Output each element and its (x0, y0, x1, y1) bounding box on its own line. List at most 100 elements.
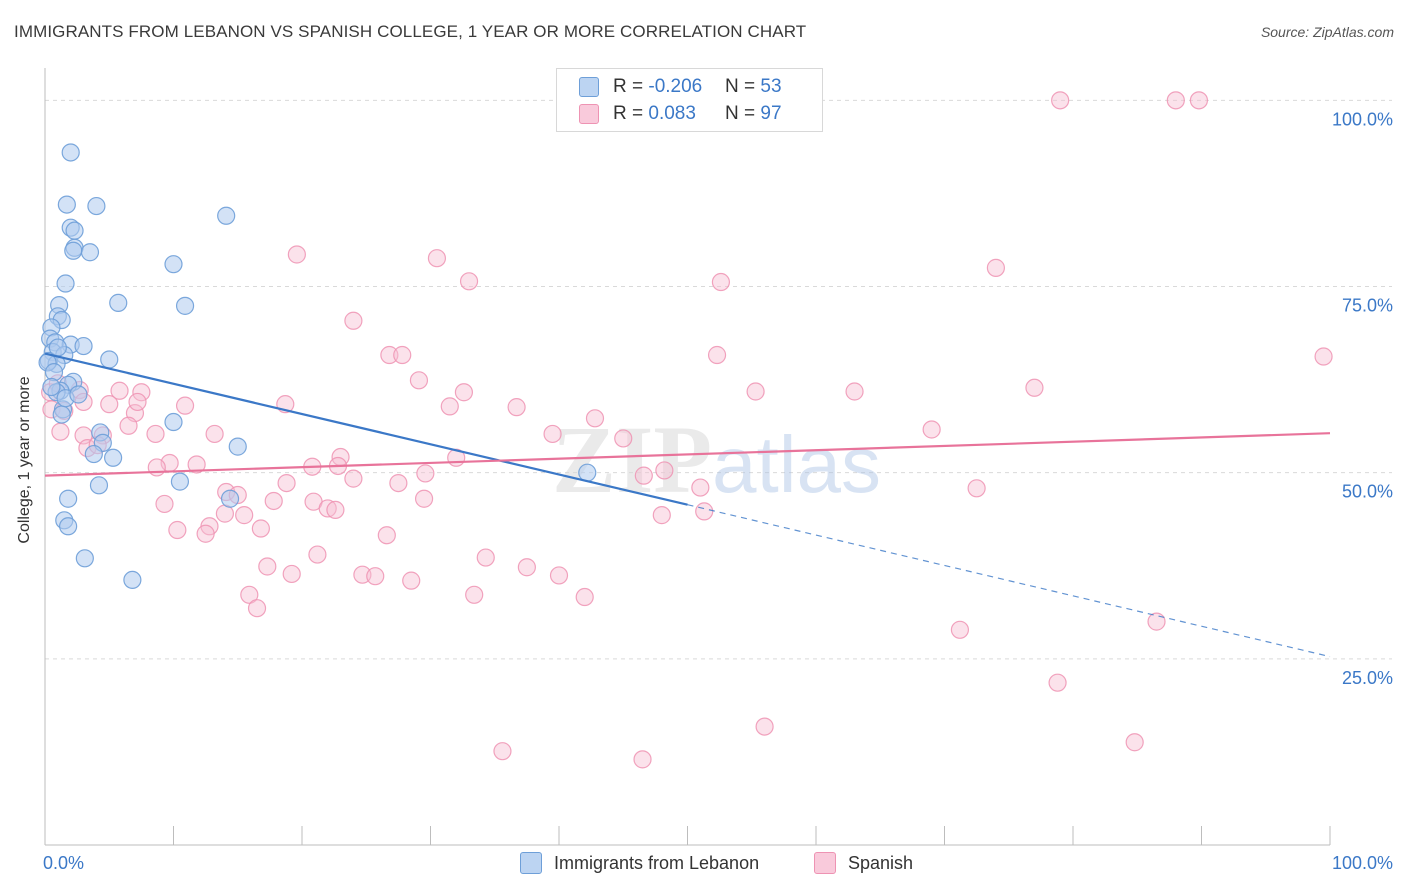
legend-row-spanish: R = 0.083 N = 97 (579, 101, 782, 127)
data-point-spanish (707, 345, 727, 365)
data-point-spanish (652, 506, 671, 525)
series-legend-spanish[interactable]: Spanish (814, 852, 913, 874)
data-point-spanish (282, 564, 301, 584)
data-point-spanish (318, 499, 337, 518)
data-point-spanish (711, 272, 731, 292)
data-point-lebanon (217, 206, 236, 225)
data-point-spanish (308, 545, 327, 564)
data-point-spanish (427, 249, 447, 268)
data-point-spanish (402, 571, 421, 590)
data-point-spanish (264, 491, 283, 511)
data-point-spanish (575, 587, 594, 607)
data-point-spanish (1051, 91, 1070, 110)
data-point-lebanon (87, 196, 106, 216)
trend-line-lebanon (44, 352, 688, 506)
data-point-spanish (695, 502, 714, 521)
legend-r-value-lebanon: -0.206 (648, 76, 703, 97)
data-point-lebanon (48, 338, 67, 357)
legend-swatch-lebanon (579, 77, 599, 97)
data-point-spanish (287, 245, 306, 264)
data-point-spanish (986, 258, 1006, 277)
data-point-lebanon (175, 296, 195, 315)
y-axis-label-wrap: College, 1 year or more (10, 180, 40, 740)
data-point-lebanon (65, 221, 84, 240)
y-axis-label: College, 1 year or more (16, 376, 33, 544)
watermark: ZIP atlas (552, 406, 881, 513)
source-label: Source: ZipAtlas.com (1260, 24, 1394, 40)
legend-n-value-spanish: 97 (760, 103, 782, 124)
data-point-spanish (845, 382, 864, 401)
data-point-spanish (155, 494, 174, 514)
data-point-lebanon (59, 489, 78, 508)
data-point-lebanon (80, 243, 100, 262)
data-point-spanish (147, 458, 166, 477)
data-point-spanish (476, 548, 495, 567)
data-point-spanish (1048, 673, 1067, 692)
data-point-spanish (507, 398, 526, 417)
data-point-spanish (168, 520, 187, 540)
data-point-spanish (326, 500, 345, 520)
data-point-spanish (459, 272, 479, 291)
data-point-spanish (277, 473, 296, 493)
data-point-lebanon (220, 489, 240, 508)
grid-layer (45, 99, 1392, 660)
data-point-spanish (755, 717, 774, 736)
y-tick-label: 75.0% (1342, 296, 1393, 316)
data-point-spanish (187, 455, 206, 474)
watermark-atlas: atlas (712, 420, 881, 509)
series-swatch-lebanon (520, 852, 542, 874)
trend-line-lebanon-extrapolated (687, 504, 1331, 658)
legend-r-lebanon: R = -0.206 (613, 76, 703, 97)
trend-lines (44, 352, 1331, 658)
data-point-spanish (258, 557, 277, 576)
series-legend: Immigrants from Lebanon Spanish (0, 852, 1406, 878)
trend-line-spanish (44, 432, 1331, 477)
data-point-spanish (389, 473, 408, 493)
legend-row-lebanon: R = -0.206 N = 53 (579, 74, 782, 100)
data-point-spanish (634, 466, 653, 485)
data-point-spanish (132, 383, 151, 402)
data-point-lebanon (123, 570, 142, 590)
data-point-spanish (196, 524, 215, 543)
data-point-lebanon (84, 444, 103, 464)
x-tick-label-max: 100.0% (1332, 853, 1393, 873)
data-point-lebanon (74, 336, 93, 356)
data-point-spanish (247, 599, 267, 618)
data-point-spanish (543, 424, 562, 444)
data-point-spanish (1147, 612, 1166, 631)
data-point-lebanon (104, 448, 123, 467)
data-point-lebanon (61, 143, 80, 162)
correlation-legend: R = -0.206 N = 53 R = 0.083 N = 97 (556, 68, 823, 132)
series-swatch-spanish (814, 852, 836, 874)
data-point-spanish (51, 422, 70, 441)
data-point-spanish (1025, 378, 1044, 397)
data-point-spanish (344, 311, 363, 330)
series-legend-lebanon[interactable]: Immigrants from Lebanon (520, 852, 759, 874)
data-point-lebanon (89, 476, 109, 495)
data-point-spanish (1166, 91, 1185, 110)
data-point-spanish (175, 396, 195, 415)
data-point-spanish (251, 519, 270, 538)
data-point-spanish (614, 429, 633, 448)
legend-n-spanish: N = 97 (725, 103, 782, 124)
data-point-spanish (465, 585, 484, 604)
data-point-spanish (409, 371, 429, 390)
data-point-lebanon (69, 385, 88, 404)
legend-n-lebanon: N = 53 (725, 76, 782, 97)
x-tick-label-min: 0.0% (43, 853, 84, 873)
data-point-spanish (691, 478, 710, 497)
data-point-spanish (967, 479, 986, 498)
lebanon-points (38, 143, 597, 590)
data-point-spanish (377, 526, 396, 545)
data-point-lebanon (64, 241, 83, 260)
y-tick-label: 50.0% (1342, 482, 1393, 502)
legend-r-value-spanish: 0.083 (648, 103, 696, 124)
chart-title: IMMIGRANTS FROM LEBANON VS SPANISH COLLE… (14, 22, 807, 41)
axis-layer (44, 68, 1331, 846)
y-tick-label: 25.0% (1342, 668, 1393, 688)
data-point-lebanon (170, 472, 190, 491)
data-point-spanish (454, 383, 474, 402)
data-point-spanish (344, 469, 363, 488)
data-point-spanish (493, 742, 512, 761)
data-point-spanish (146, 424, 165, 444)
